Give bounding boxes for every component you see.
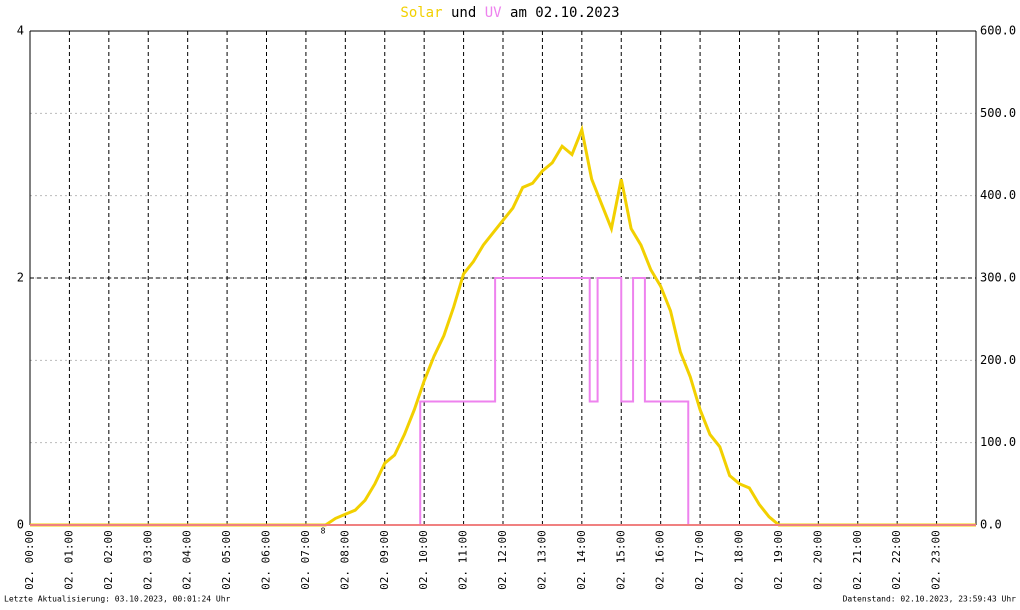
- title-solar: Solar: [400, 5, 442, 21]
- x-tick-label: 02. 04:00: [181, 530, 194, 590]
- y-tick-label: 2: [17, 271, 24, 285]
- x-tick-label: 02. 02:00: [102, 530, 115, 590]
- x-tick-label: 02. 13:00: [535, 530, 548, 590]
- y-tick-label: 0: [17, 518, 24, 532]
- x-tick-label: 02. 22:00: [890, 530, 903, 590]
- x-tick-label: 02. 06:00: [260, 530, 273, 590]
- x-tick-label: 02. 23:00: [930, 530, 943, 590]
- x-tick-label: 02. 12:00: [496, 530, 509, 590]
- annotation: 8: [321, 527, 326, 536]
- title-word: am 02.10.2023: [510, 5, 620, 21]
- y2-tick-label: 400.0: [980, 188, 1016, 202]
- x-tick-label: 02. 19:00: [772, 530, 785, 590]
- x-tick-label: 02. 00:00: [23, 530, 36, 590]
- x-tick-label: 02. 17:00: [693, 530, 706, 590]
- x-tick-label: 02. 18:00: [733, 530, 746, 590]
- x-tick-label: 02. 16:00: [654, 530, 667, 590]
- title-word: und: [451, 5, 476, 21]
- x-tick-label: 02. 09:00: [378, 530, 391, 590]
- y2-tick-label: 100.0: [980, 435, 1016, 449]
- x-tick-label: 02. 21:00: [851, 530, 864, 590]
- x-tick-label: 02. 10:00: [417, 530, 430, 590]
- x-tick-label: 02. 08:00: [338, 530, 351, 590]
- x-tick-label: 02. 20:00: [811, 530, 824, 590]
- footer-right: Datenstand: 02.10.2023, 23:59:43 Uhr: [843, 595, 1017, 604]
- y2-tick-label: 500.0: [980, 106, 1016, 120]
- series-line: [30, 124, 976, 527]
- y2-tick-label: 0.0: [980, 518, 1002, 532]
- x-tick-label: 02. 11:00: [457, 530, 470, 590]
- y-tick-label: 4: [17, 24, 24, 38]
- x-tick-label: 02. 15:00: [614, 530, 627, 590]
- y2-tick-label: 300.0: [980, 271, 1016, 285]
- x-tick-label: 02. 14:00: [575, 530, 588, 590]
- title-uv: UV: [485, 5, 502, 21]
- x-tick-label: 02. 01:00: [62, 530, 75, 590]
- chart-title: Solar und UV am 02.10.2023: [400, 5, 619, 21]
- series-line: [30, 277, 976, 526]
- x-tick-label: 02. 05:00: [220, 530, 233, 590]
- y2-tick-label: 200.0: [980, 353, 1016, 367]
- x-tick-label: 02. 03:00: [141, 530, 154, 590]
- footer-left: Letzte Aktualisierung: 03.10.2023, 00:01…: [4, 595, 231, 604]
- y2-tick-label: 600.0: [980, 24, 1016, 38]
- x-tick-label: 02. 07:00: [299, 530, 312, 590]
